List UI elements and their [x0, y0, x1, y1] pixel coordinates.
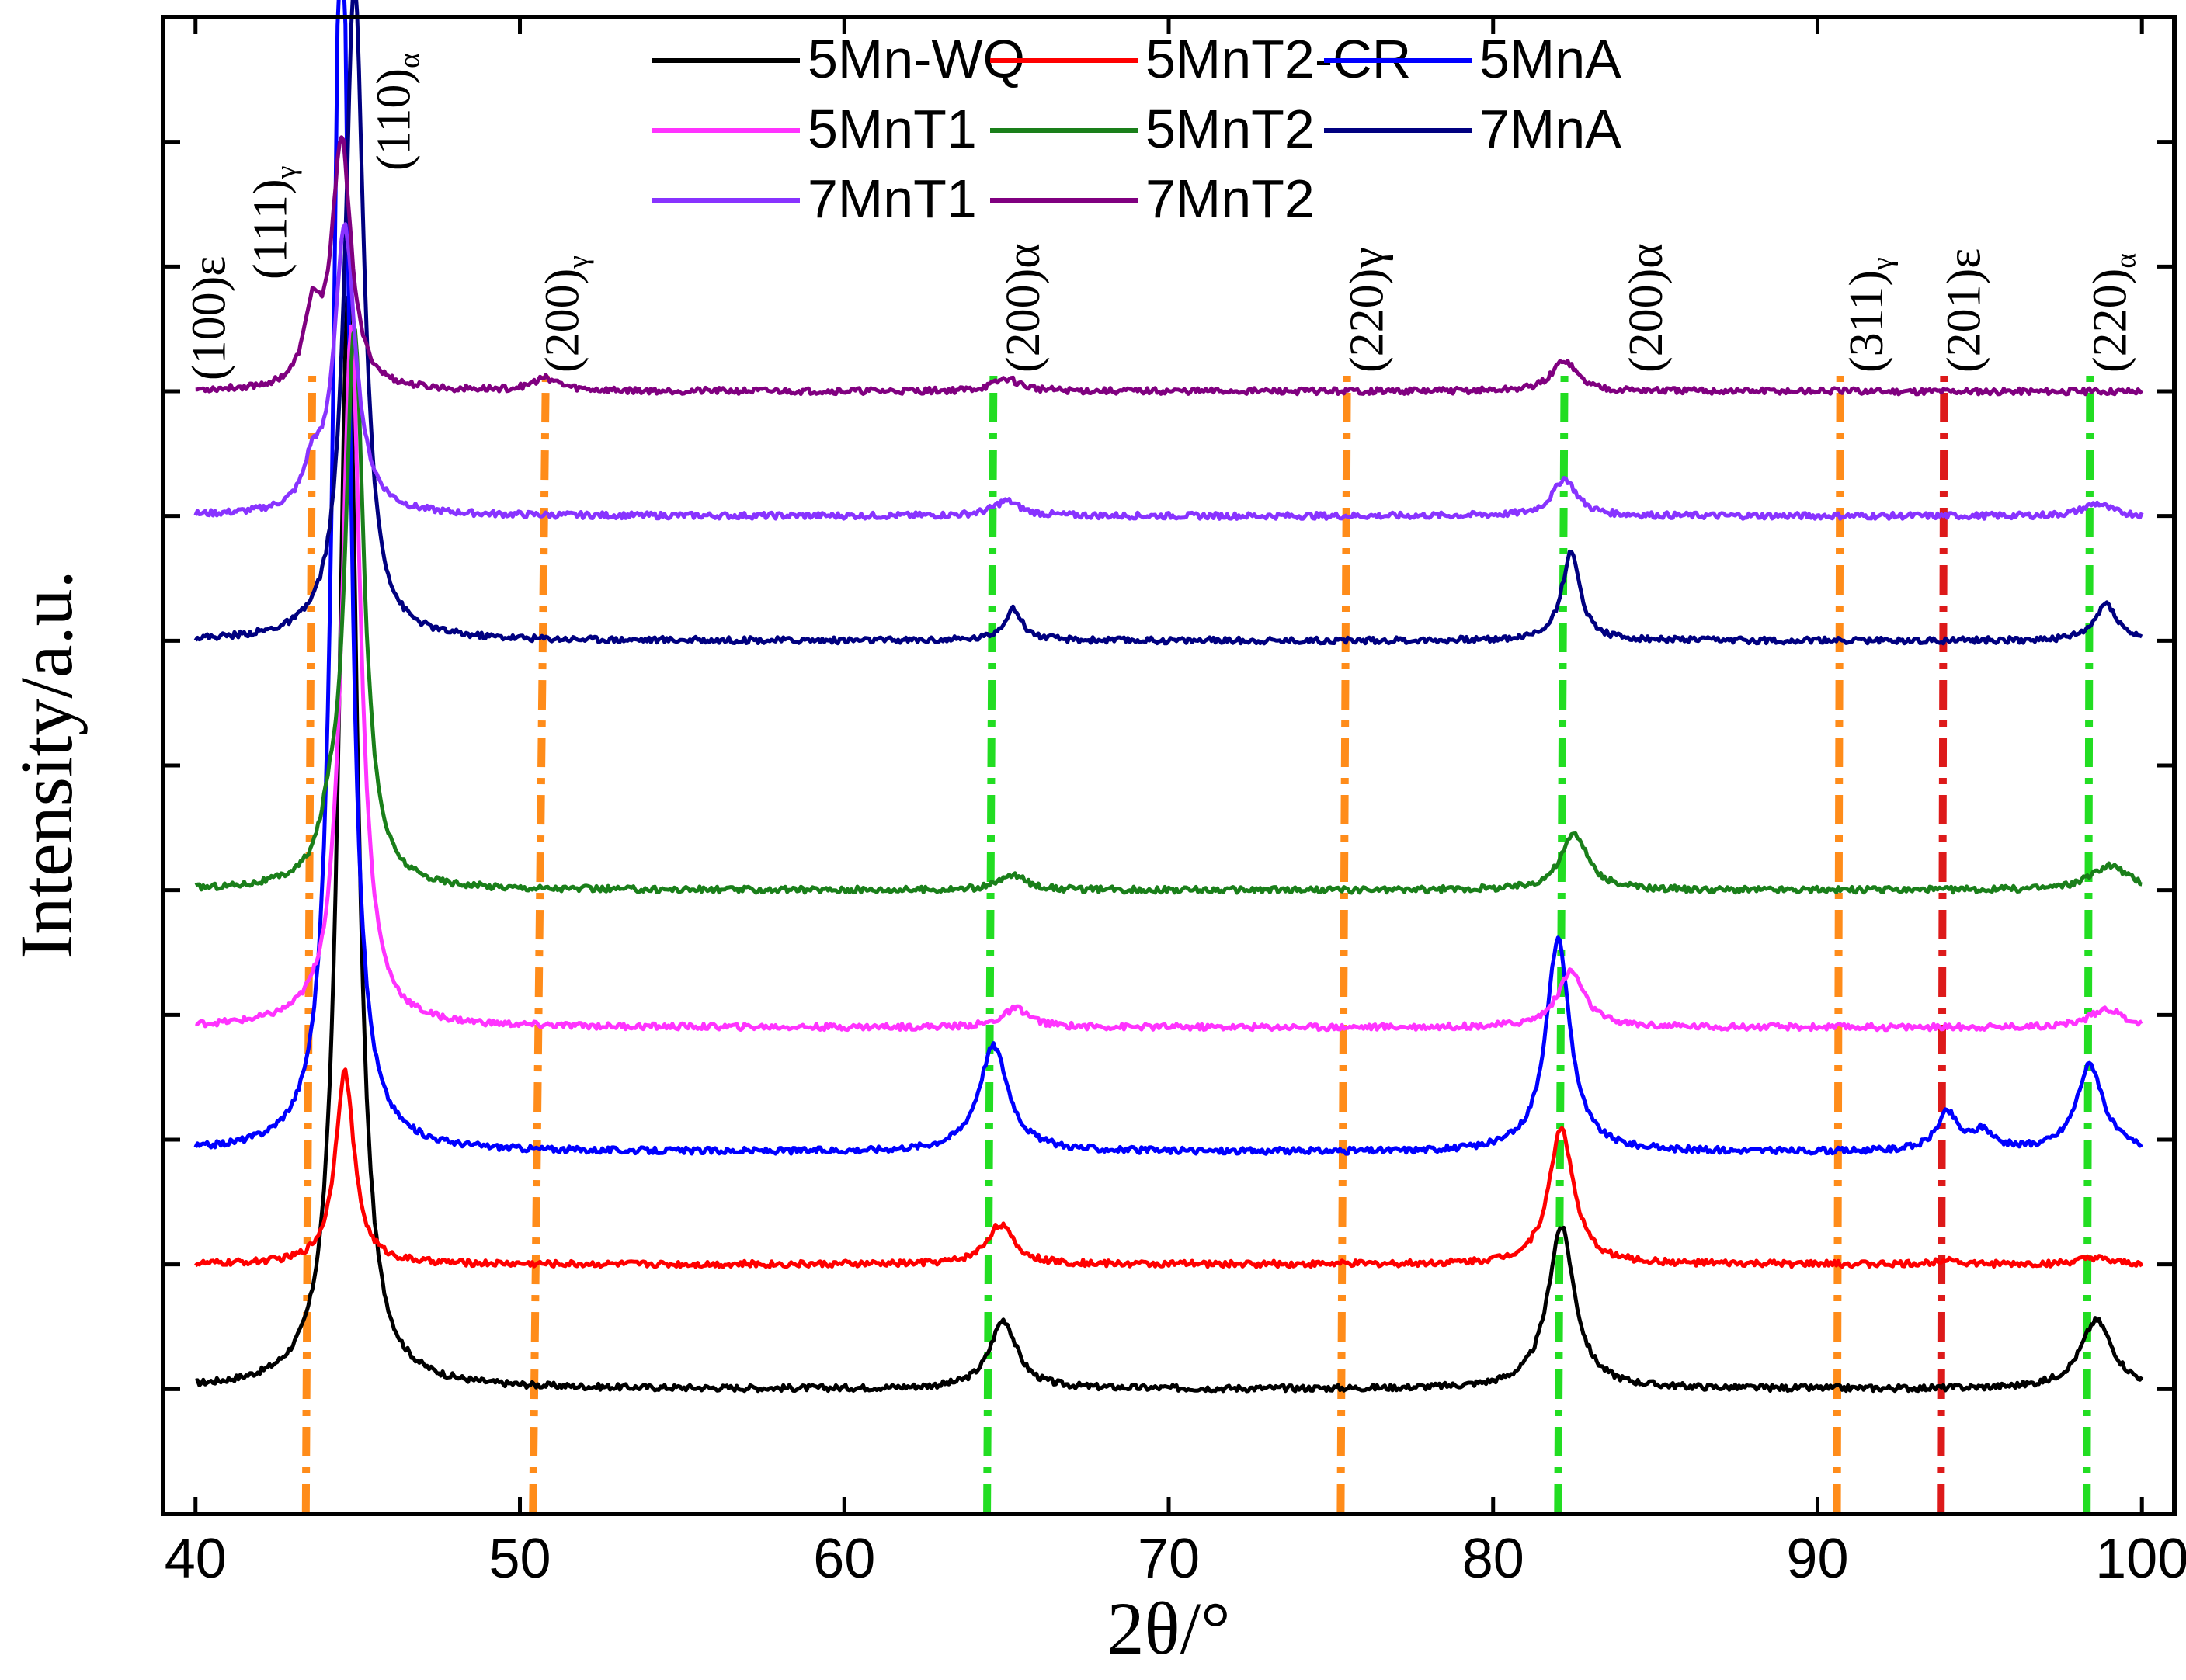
y-axis-ticks [163, 140, 2174, 1391]
series-line-5MnT2 [194, 328, 2143, 895]
series-line-5Mn-WQ [195, 295, 2144, 1394]
series-line-5MnT2-CR [194, 1067, 2144, 1269]
reference-line-6 [1937, 366, 1948, 1515]
peak-annotation-2: (110)α [367, 53, 426, 171]
series-line-7MnT2 [195, 135, 2144, 397]
x-tick-label-70: 70 [1138, 1528, 1200, 1590]
reference-line-0 [301, 366, 317, 1515]
reference-line-7 [2083, 366, 2094, 1515]
x-axis-ticks: 40 50 60 70 80 90 100 [165, 17, 2186, 1590]
series-line-7MnT1 [193, 222, 2144, 521]
y-axis-label: Intensity/a.u. [5, 570, 88, 959]
peak-annotation-5: (220)γ [1341, 247, 1394, 373]
x-tick-label-60: 60 [813, 1528, 875, 1590]
legend-label-7MnT1: 7MnT1 [808, 168, 977, 229]
reference-line-4 [1554, 366, 1569, 1515]
x-axis-label: 2θ/° [1107, 1587, 1230, 1670]
x-tick-label-100: 100 [2095, 1528, 2186, 1590]
legend-label-5MnA: 5MnA [1479, 29, 1621, 89]
reference-line-5 [1833, 366, 1844, 1515]
peak-annotation-6: (200)α [1620, 243, 1673, 373]
peak-annotation-8: (201)ε [1938, 248, 1990, 373]
peak-annotations: (100)ε (111)γ (110)α (200)γ (200)α (220)γ (200… [182, 53, 2142, 380]
reference-lines [301, 366, 2094, 1515]
peak-annotation-4: (200)α [997, 243, 1050, 373]
x-tick-label-80: 80 [1462, 1528, 1524, 1590]
legend-label-5Mn-WQ: 5Mn-WQ [808, 29, 1025, 89]
x-tick-label-90: 90 [1786, 1528, 1848, 1590]
series-layer [193, 0, 2144, 1394]
peak-annotation-0: (100)ε [182, 256, 235, 380]
x-tick-label-40: 40 [165, 1528, 227, 1590]
x-tick-label-50: 50 [488, 1528, 551, 1590]
plot-frame [161, 15, 2177, 1516]
reference-line-2 [983, 366, 998, 1515]
series-line-7MnA [193, 0, 2143, 646]
series-line-5MnT1 [195, 324, 2143, 1033]
legend-label-5MnT2: 5MnT2 [1145, 99, 1315, 159]
reference-line-3 [1336, 366, 1351, 1515]
peak-annotation-1: (111)γ [245, 166, 303, 280]
legend-label-5MnT1: 5MnT1 [808, 99, 977, 159]
peak-annotation-7: (311)γ [1840, 257, 1899, 373]
peak-annotation-9: (220)α [2083, 253, 2142, 373]
series-line-5MnA [193, 0, 2143, 1156]
peak-annotation-3: (200)γ [537, 255, 595, 373]
legend-label-7MnT2: 7MnT2 [1145, 168, 1315, 229]
reference-line-1 [529, 366, 550, 1515]
legend-label-7MnA: 7MnA [1479, 99, 1621, 159]
